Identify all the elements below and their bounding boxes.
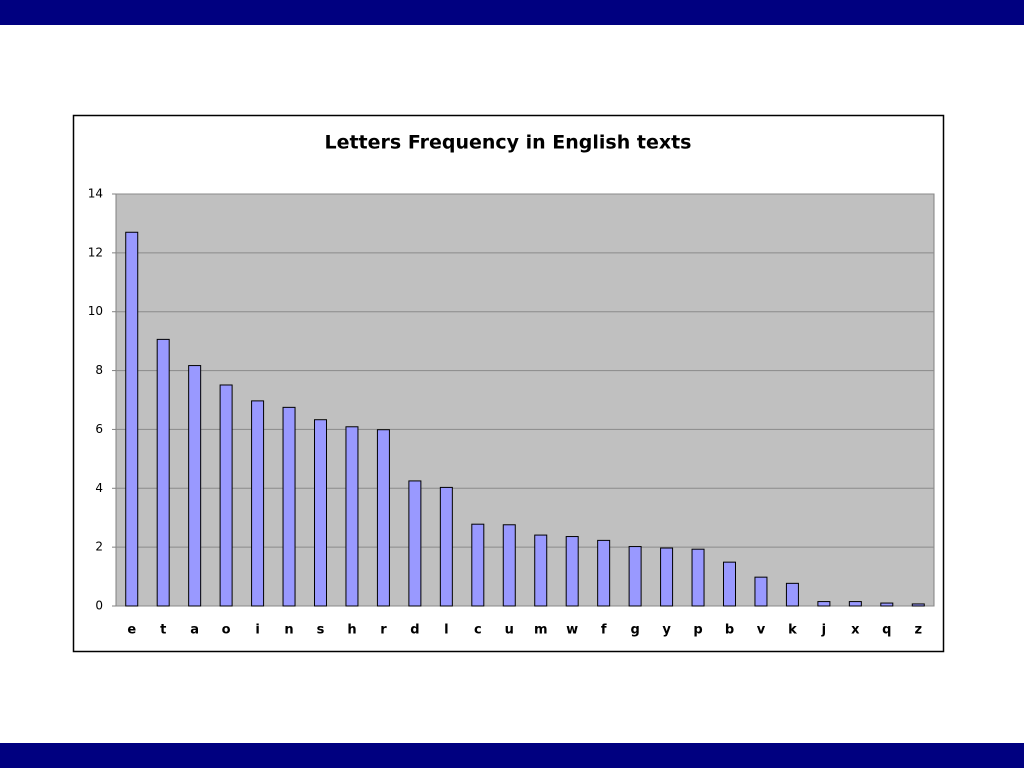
bar <box>785 582 799 607</box>
bar <box>282 406 296 607</box>
x-tick-label: l <box>444 623 448 638</box>
x-tick-label: t <box>160 623 166 638</box>
bar <box>691 548 705 607</box>
bar <box>188 365 202 607</box>
bar <box>660 547 674 607</box>
bar <box>848 601 862 607</box>
x-tick-label: q <box>882 623 891 638</box>
x-tick-label: i <box>255 623 259 638</box>
x-tick-label: e <box>127 623 136 638</box>
bar <box>565 536 579 607</box>
bar <box>439 486 453 607</box>
y-tick-label: 2 <box>95 540 103 554</box>
bar <box>345 426 359 607</box>
bar <box>125 231 139 607</box>
x-tick-label: x <box>851 623 860 638</box>
bar <box>628 546 642 607</box>
top-band <box>0 0 1024 25</box>
bar <box>817 601 831 607</box>
y-tick-label: 14 <box>88 187 103 201</box>
bar <box>534 534 548 607</box>
x-tick-label: u <box>505 623 514 638</box>
bar <box>251 400 265 607</box>
bar <box>911 603 925 607</box>
plot-area <box>115 193 935 607</box>
bar <box>880 602 894 607</box>
x-tick-label: n <box>284 623 293 638</box>
bar <box>219 384 233 607</box>
bar <box>376 429 390 607</box>
bar <box>723 561 736 607</box>
x-tick-label: d <box>410 623 419 638</box>
y-tick-label: 0 <box>95 599 103 613</box>
y-tick-label: 10 <box>88 304 103 318</box>
x-tick-label: r <box>380 623 387 638</box>
bar <box>471 523 485 607</box>
bar <box>156 338 170 607</box>
x-tick-label: h <box>347 623 356 638</box>
y-tick-label: 6 <box>95 422 103 436</box>
x-tick-label: p <box>693 623 702 638</box>
bar <box>502 524 516 607</box>
bar <box>314 419 327 607</box>
x-tick-label: c <box>474 623 482 638</box>
plot: 0 2 4 6 8 10 12 14 e t a o i n s h r d l c u m w f g y p b v k j x q z <box>88 187 934 638</box>
x-tick-label: w <box>566 623 578 638</box>
x-tick-label: a <box>190 623 199 638</box>
x-tick-label: v <box>757 623 766 638</box>
bar <box>408 480 422 607</box>
x-tick-label: k <box>788 623 797 638</box>
y-tick-label: 4 <box>95 481 103 495</box>
y-tick-label: 12 <box>88 245 103 259</box>
x-tick-label: y <box>662 623 671 638</box>
x-tick-label: g <box>630 623 639 638</box>
x-tick-label: s <box>317 623 325 638</box>
bar <box>597 539 611 607</box>
chart-title: Letters Frequency in English texts <box>324 132 691 154</box>
bottom-band <box>0 743 1024 768</box>
x-tick-label: f <box>601 623 607 638</box>
x-tick-label: j <box>821 623 826 638</box>
bar <box>754 576 768 607</box>
x-tick-label: z <box>914 623 922 638</box>
x-tick-label: m <box>534 623 548 638</box>
y-tick-label: 8 <box>95 363 103 377</box>
x-tick-label: o <box>222 623 231 638</box>
x-tick-label: b <box>725 623 734 638</box>
